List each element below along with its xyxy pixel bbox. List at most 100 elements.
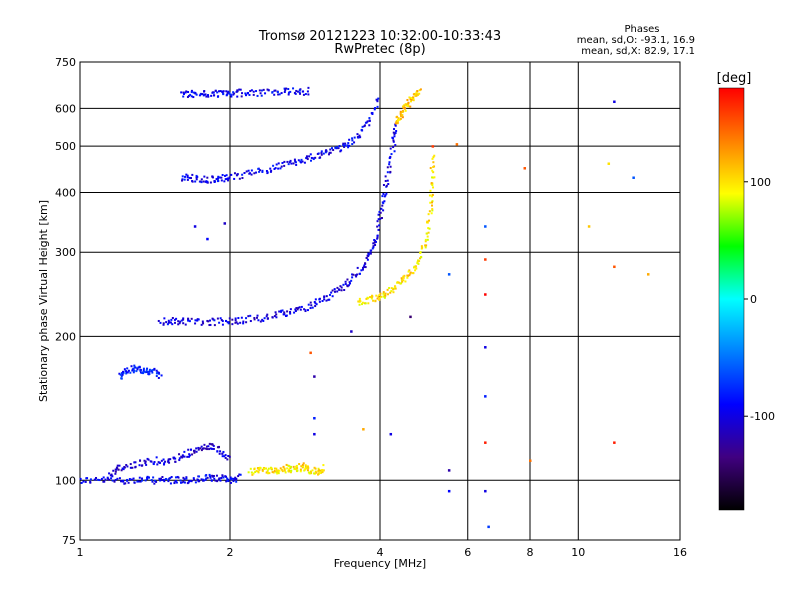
trace-point — [389, 156, 392, 159]
trace-point — [156, 463, 159, 466]
trace-point — [271, 471, 274, 474]
trace-point — [351, 276, 354, 279]
trace-point — [376, 225, 379, 228]
trace-point — [143, 459, 146, 462]
trace-point — [243, 172, 246, 175]
trace-point — [315, 471, 318, 474]
trace-point — [386, 171, 389, 174]
trace-point — [162, 458, 165, 461]
trace-point — [407, 102, 410, 105]
trace-point — [412, 93, 415, 96]
trace-point — [131, 466, 134, 469]
trace-point — [340, 286, 343, 289]
trace-point — [233, 92, 236, 95]
trace-point — [134, 366, 137, 369]
trace-point — [273, 167, 276, 170]
trace-point — [289, 311, 292, 314]
trace-point — [196, 175, 199, 178]
trace-point — [242, 322, 245, 325]
trace-point — [263, 317, 266, 320]
trace-point — [277, 472, 280, 475]
trace-point — [202, 322, 205, 325]
trace-point — [190, 89, 193, 92]
trace-point — [129, 463, 132, 466]
trace-point — [234, 317, 237, 320]
trace-point — [181, 456, 184, 459]
scatter-point — [587, 225, 591, 228]
trace-point — [217, 446, 220, 449]
trace-point — [306, 158, 309, 161]
trace-point — [295, 464, 298, 467]
trace-point — [190, 95, 193, 98]
trace-point — [294, 310, 297, 313]
trace-point — [225, 90, 228, 93]
trace-point — [430, 182, 433, 185]
trace-point — [289, 159, 292, 162]
trace-point — [309, 153, 312, 156]
trace-point — [320, 151, 323, 154]
trace-point — [401, 111, 404, 114]
trace-point — [178, 453, 181, 456]
trace-point — [265, 467, 268, 470]
trace-point — [342, 283, 345, 286]
trace-point — [400, 282, 403, 285]
trace-point — [296, 467, 299, 470]
trace-point — [139, 371, 142, 374]
trace-point — [147, 372, 150, 375]
trace-point — [424, 244, 427, 247]
trace-point — [132, 477, 135, 480]
trace-point — [255, 90, 258, 93]
trace-point — [294, 160, 297, 163]
trace-point — [410, 97, 413, 100]
trace-point — [392, 146, 395, 149]
y-tick-label: 750 — [55, 56, 76, 69]
trace-point — [386, 293, 389, 296]
trace-point — [323, 298, 326, 301]
trace-point — [171, 316, 174, 319]
trace-point — [163, 317, 166, 320]
trace-point — [390, 290, 393, 293]
scatter-point — [632, 176, 635, 179]
trace-point — [170, 318, 173, 321]
scatter-point — [484, 395, 487, 398]
trace-point — [383, 195, 386, 198]
trace-point — [314, 156, 317, 159]
trace-point — [357, 300, 360, 303]
trace-point — [225, 475, 228, 478]
trace-point — [181, 178, 184, 181]
trace-point — [384, 175, 387, 178]
trace-point — [183, 481, 186, 484]
trace-point — [134, 465, 137, 468]
scatter-point — [313, 432, 316, 436]
trace-point — [280, 165, 283, 168]
trace-point — [208, 324, 211, 327]
trace-point — [358, 134, 361, 137]
trace-point — [380, 295, 383, 298]
trace-point — [431, 176, 434, 179]
trace-point — [256, 94, 259, 97]
trace-point — [138, 480, 141, 483]
trace-point — [280, 310, 283, 313]
trace-point — [288, 468, 291, 471]
trace-point — [196, 319, 199, 322]
trace-point — [368, 117, 371, 120]
trace-point — [369, 249, 372, 252]
trace-point — [234, 319, 237, 322]
trace-point — [187, 448, 190, 451]
trace-point — [255, 171, 258, 174]
trace-point — [349, 282, 352, 285]
trace-point — [178, 322, 181, 325]
trace-point — [278, 93, 281, 96]
trace-point — [146, 475, 149, 478]
trace-point — [425, 232, 428, 235]
trace-point — [266, 88, 269, 91]
trace-point — [222, 476, 225, 479]
trace-point — [396, 120, 399, 123]
trace-point — [275, 163, 278, 166]
trace-point — [340, 289, 343, 292]
trace-point — [338, 145, 341, 148]
trace-point — [217, 95, 220, 98]
trace-point — [340, 149, 343, 152]
trace-point — [246, 92, 249, 95]
trace-point — [173, 318, 176, 321]
